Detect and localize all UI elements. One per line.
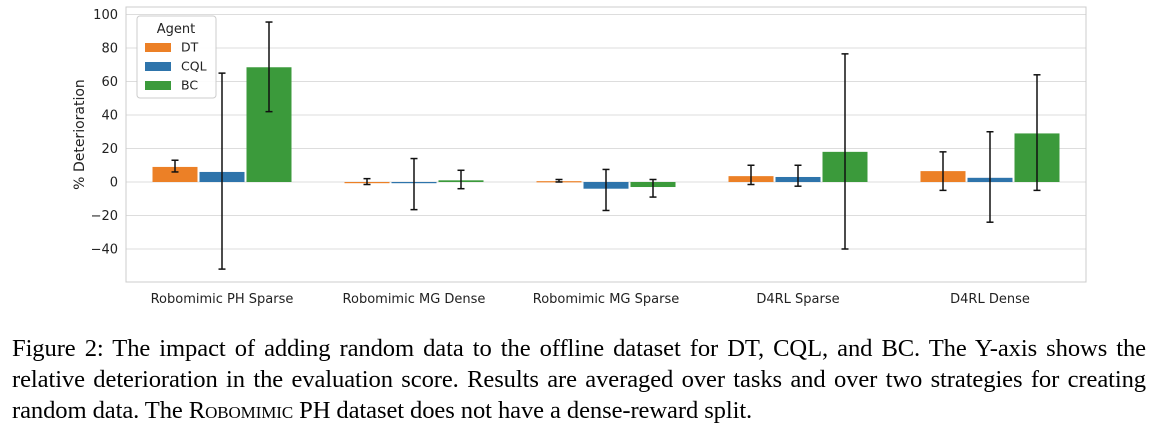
caption-dataset-name: Robomimic [188,397,294,424]
x-tick-label: Robomimic MG Dense [343,292,486,307]
legend-label-dt: DT [181,40,199,55]
y-axis-label: % Deterioration [72,79,88,190]
legend-swatch-bc [145,81,171,90]
legend-label-cql: CQL [181,59,207,74]
legend-title: Agent [157,22,195,37]
y-tick-label: 40 [101,109,118,124]
x-tick-labels: Robomimic PH Sparse Robomimic MG Dense Rob… [151,292,1030,307]
figure-caption: Figure 2: The impact of adding random da… [12,333,1146,426]
x-tick-label: Robomimic MG Sparse [533,292,679,307]
x-tick-label: D4RL Sparse [756,292,839,307]
error-bars [171,21,1041,270]
legend-swatch-cql [145,62,171,71]
caption-text-end: PH dataset does not have a dense-reward … [293,397,753,424]
y-tick-label: 0 [110,176,118,191]
y-tick-label: 60 [101,75,118,90]
legend-label-bc: BC [181,78,198,93]
y-tick-label: −40 [91,243,118,258]
y-tick-label: 20 [101,142,118,157]
bar-dt [152,166,198,182]
y-tick-label: 100 [93,8,118,23]
legend: Agent DT CQL BC [136,15,217,99]
plot-frame [125,6,1087,283]
y-tick-label: 80 [101,42,118,57]
legend-swatch-dt [145,43,171,52]
x-tick-label: D4RL Dense [950,292,1030,307]
legend-box [136,15,217,99]
caption-text-start: Figure 2: The impact of adding random da… [12,335,1146,424]
y-tick-label: −20 [91,209,118,224]
y-tick-labels: −40 −20 0 20 40 60 80 100 [91,8,118,258]
x-tick-label: Robomimic PH Sparse [151,292,294,307]
legend-items: DT CQL BC [145,40,207,93]
